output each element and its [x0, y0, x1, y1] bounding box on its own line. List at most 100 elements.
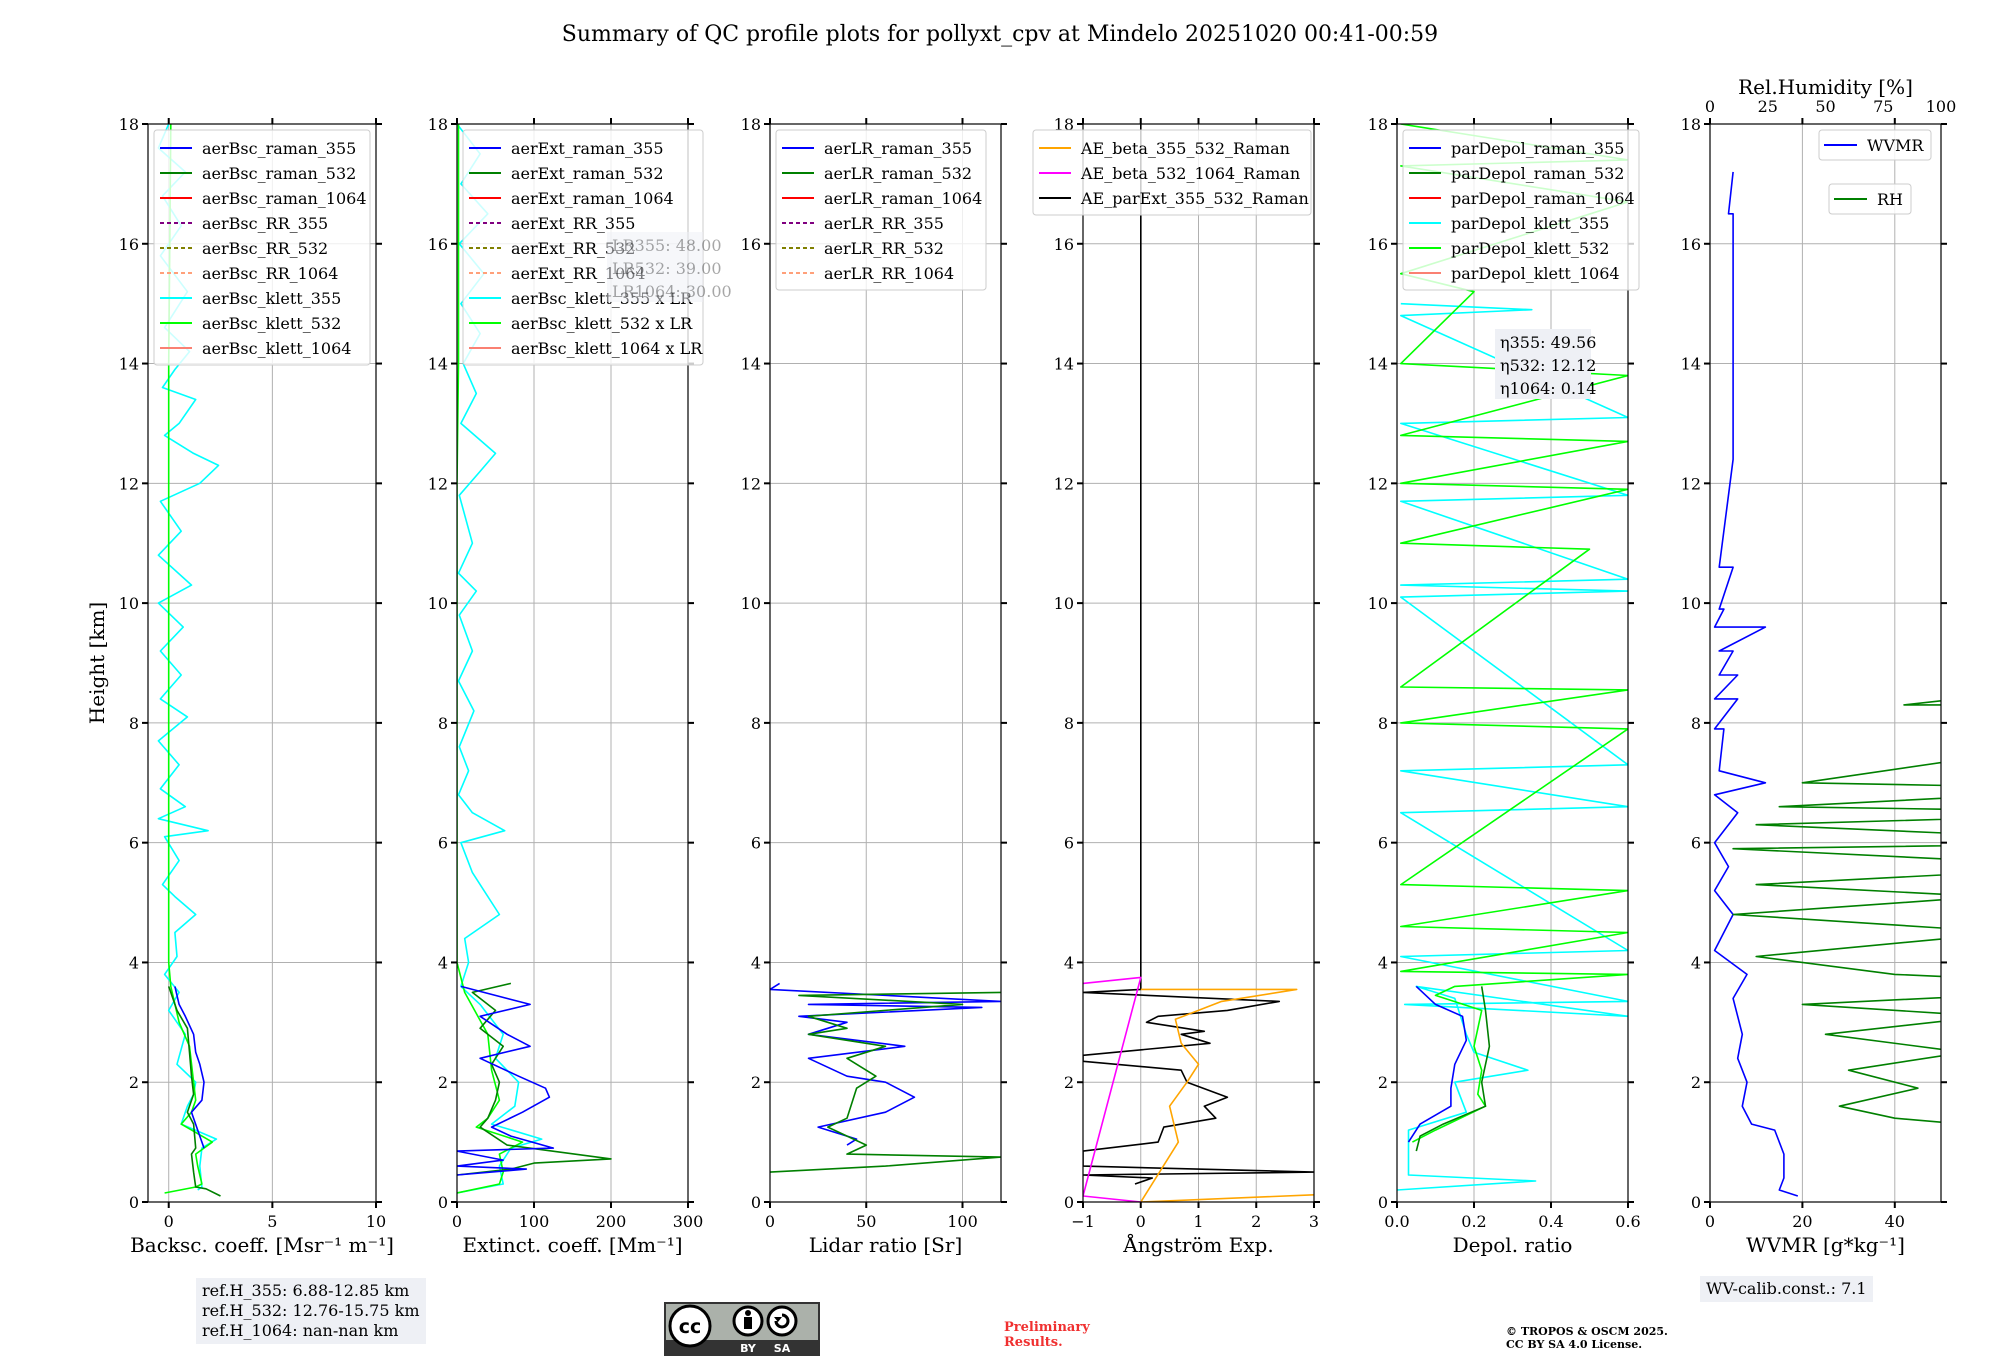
- x-axis-label: WVMR [g*kg⁻¹]: [1746, 1233, 1905, 1257]
- preliminary-results-note: Preliminary Results.: [1004, 1320, 1090, 1350]
- legend-label: parDepol_klett_1064: [1451, 264, 1620, 283]
- copyright-line-2: CC BY SA 4.0 License.: [1506, 1338, 1643, 1351]
- series-line-parDepol_klett_355: [1397, 302, 1628, 1191]
- legend-label: RH: [1877, 190, 1903, 209]
- legend-label: aerExt_raman_1064: [511, 189, 674, 208]
- x-tick-label: 1: [1193, 1212, 1203, 1231]
- x-tick-label: 40: [1885, 1212, 1905, 1231]
- y-tick-label: 2: [1691, 1073, 1701, 1092]
- y-tick-label: 12: [1054, 474, 1074, 493]
- legend-label: aerBsc_klett_532 x LR: [511, 314, 693, 333]
- series-line-parDepol_raman_355: [1407, 985, 1468, 1143]
- legend-label: aerLR_raman_1064: [824, 189, 982, 208]
- legend-box: [1402, 129, 1640, 291]
- legend-box: [153, 129, 371, 366]
- preliminary-line-2: Results.: [1004, 1335, 1063, 1350]
- y-tick-label: 10: [1368, 594, 1388, 613]
- y-tick-label: 14: [741, 355, 761, 374]
- y-tick-label: 2: [1378, 1073, 1388, 1092]
- ref-height-532: ref.H_532: 12.76-15.75 km: [202, 1301, 420, 1320]
- x2-axis-label: Rel.Humidity [%]: [1738, 75, 1913, 99]
- series-group: [1713, 171, 1941, 1197]
- y-tick-label: 12: [741, 474, 761, 493]
- y-tick-label: 18: [1054, 115, 1074, 134]
- series-line-AE_parExt_355_532_Raman: [1083, 124, 1314, 1185]
- y-tick-label: 2: [438, 1073, 448, 1092]
- x-axis-label: Ångström Exp.: [1122, 1232, 1273, 1257]
- y-tick-label: 4: [1691, 953, 1701, 972]
- y-tick-label: 16: [1054, 235, 1074, 254]
- y-tick-label: 14: [1681, 355, 1701, 374]
- legend-label: aerBsc_RR_1064: [202, 264, 338, 283]
- y-tick-label: 4: [1064, 953, 1074, 972]
- x-axis-label: Backsc. coeff. [Msr⁻¹ m⁻¹]: [130, 1233, 394, 1257]
- wv-calibration-box: WV-calib.const.: 7.1: [1700, 1276, 1873, 1302]
- legend-label: WVMR: [1867, 136, 1924, 155]
- x2-tick-label: 75: [1873, 97, 1893, 116]
- x-tick-label: 50: [856, 1212, 876, 1231]
- y-tick-label: 10: [428, 594, 448, 613]
- legend-label: aerLR_RR_355: [824, 214, 944, 233]
- x-tick-label: 0.0: [1384, 1212, 1409, 1231]
- y-tick-label: 2: [129, 1073, 139, 1092]
- y-tick-label: 16: [119, 235, 139, 254]
- y-tick-label: 4: [129, 953, 139, 972]
- legend-label: aerBsc_klett_532: [202, 314, 341, 333]
- panel-backscatter: 0 5 10 0 2 4 6 8 10 12 14 16 18 Backsc. coeff. [Msr⁻¹…: [119, 115, 394, 1257]
- x-tick-label: 0: [1705, 1212, 1715, 1231]
- legend-label: aerExt_RR_532: [511, 239, 635, 258]
- y-tick-label: 2: [1064, 1073, 1074, 1092]
- y-tick-label: 18: [428, 115, 448, 134]
- legend-label: parDepol_raman_1064: [1451, 189, 1635, 208]
- x2-tick-label: 100: [1926, 97, 1957, 116]
- legend-label: parDepol_klett_355: [1451, 214, 1609, 233]
- legend-box: [1818, 129, 1932, 161]
- y-tick-label: 14: [1368, 355, 1388, 374]
- series-line-RH: [1732, 699, 1941, 1123]
- legend-label: aerLR_RR_532: [824, 239, 944, 258]
- series-line-aerExt_raman_355: [457, 985, 555, 1176]
- y-tick-label: 0: [1378, 1193, 1388, 1212]
- y-tick-label: 8: [751, 714, 761, 733]
- series-line-aerBsc_klett_355: [157, 124, 220, 1191]
- y-tick-label: 6: [751, 834, 761, 853]
- y-tick-label: 8: [129, 714, 139, 733]
- x-axis-label: Lidar ratio [Sr]: [809, 1233, 963, 1257]
- y-tick-label: 6: [129, 834, 139, 853]
- legend-label: parDepol_klett_532: [1451, 239, 1609, 258]
- panel-wvmr: 0 20 40 0 2 4 6 8 10 12 14 16 18 WVMR [g*kg⁻¹] 0 25 50 75…: [1681, 75, 1957, 1257]
- x-tick-label: 20: [1792, 1212, 1812, 1231]
- legend-label: AE_beta_355_532_Raman: [1080, 139, 1290, 158]
- series-line-aerBsc_raman_532: [167, 986, 221, 1197]
- y-tick-label: 4: [751, 953, 761, 972]
- axes-frame: [456, 123, 689, 1203]
- axes-frame: [1709, 123, 1942, 1203]
- x-tick-label: 10: [366, 1212, 386, 1231]
- y-tick-label: 8: [1064, 714, 1074, 733]
- x-tick-label: 2: [1251, 1212, 1261, 1231]
- y-tick-label: 6: [1691, 834, 1701, 853]
- y-tick-label: 12: [1368, 474, 1388, 493]
- annotation-line: LR355: 48.00: [612, 236, 722, 255]
- x-tick-label: 0: [765, 1212, 775, 1231]
- series-line-parDepol_raman_532: [1415, 986, 1491, 1152]
- y-tick-label: 16: [1681, 235, 1701, 254]
- y-tick-label: 0: [751, 1193, 761, 1212]
- annotation-line: LR532: 39.00: [612, 259, 722, 278]
- copyright-note: © TROPOS & OSCM 2025. CC BY SA 4.0 Licen…: [1506, 1325, 1668, 1351]
- x2-tick-label: 0: [1705, 97, 1715, 116]
- y-tick-label: 8: [1691, 714, 1701, 733]
- y-tick-label: 0: [1064, 1193, 1074, 1212]
- axes-frame: [147, 123, 377, 1203]
- x2-tick-label: 25: [1758, 97, 1778, 116]
- y-tick-label: 10: [119, 594, 139, 613]
- y-tick-label: 0: [129, 1193, 139, 1212]
- y-tick-label: 10: [1681, 594, 1701, 613]
- legend-label: aerBsc_klett_1064: [202, 339, 351, 358]
- legend-label: aerBsc_raman_355: [202, 139, 356, 158]
- y-tick-label: 18: [119, 115, 139, 134]
- x-tick-label: −1: [1071, 1212, 1095, 1231]
- y-tick-label: 18: [1681, 115, 1701, 134]
